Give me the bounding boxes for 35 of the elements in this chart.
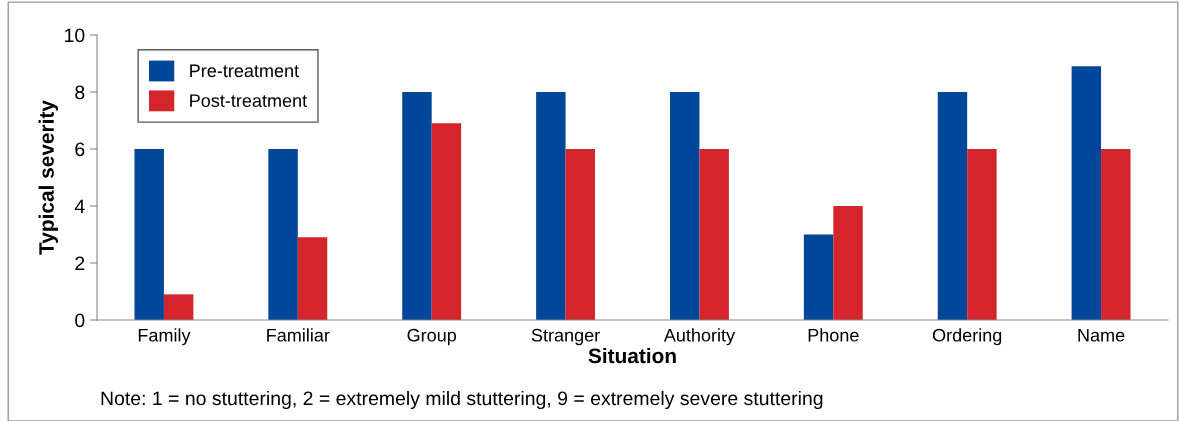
bar <box>937 92 968 320</box>
bar <box>669 92 700 320</box>
bar <box>163 294 194 320</box>
x-tick-label: Ordering <box>932 328 1002 346</box>
bar <box>967 149 997 320</box>
y-tick-label: 6 <box>75 142 85 157</box>
x-axis-title: Situation <box>588 347 676 364</box>
x-tick-label: Familiar <box>267 328 330 342</box>
x-tick-label: Group <box>407 328 457 346</box>
bar <box>536 92 566 320</box>
bar <box>699 149 729 320</box>
bar <box>268 149 298 320</box>
bar <box>565 149 596 320</box>
legend-label: Post-treatment <box>190 94 307 108</box>
text: Note: 1 = no stuttering, 2 = extremely mild stuttering, 9 = extremely severe stuttering <box>101 390 823 410</box>
bar <box>431 123 462 320</box>
x-tick-label: Stranger <box>531 328 600 346</box>
bar <box>1101 149 1131 320</box>
bar <box>803 234 834 320</box>
bar <box>1071 66 1102 320</box>
y-tick-label: 2 <box>75 256 85 271</box>
y-axis-title: Typical severity <box>38 100 59 255</box>
x-tick-label: Name <box>1078 329 1125 342</box>
x-tick-label: Family <box>138 328 191 346</box>
y-tick-label: 0 <box>75 313 85 328</box>
bar <box>297 237 328 320</box>
y-tick-label: 10 <box>65 28 85 43</box>
y-tick-label: 8 <box>75 85 85 100</box>
x-tick-label: Authority <box>663 328 736 346</box>
y-tick-label: 4 <box>74 199 85 214</box>
bar <box>134 149 164 320</box>
bar <box>833 206 863 320</box>
bar <box>402 92 432 320</box>
legend-label: Pre-treatment <box>190 64 299 78</box>
x-tick-label: Phone <box>808 328 859 342</box>
